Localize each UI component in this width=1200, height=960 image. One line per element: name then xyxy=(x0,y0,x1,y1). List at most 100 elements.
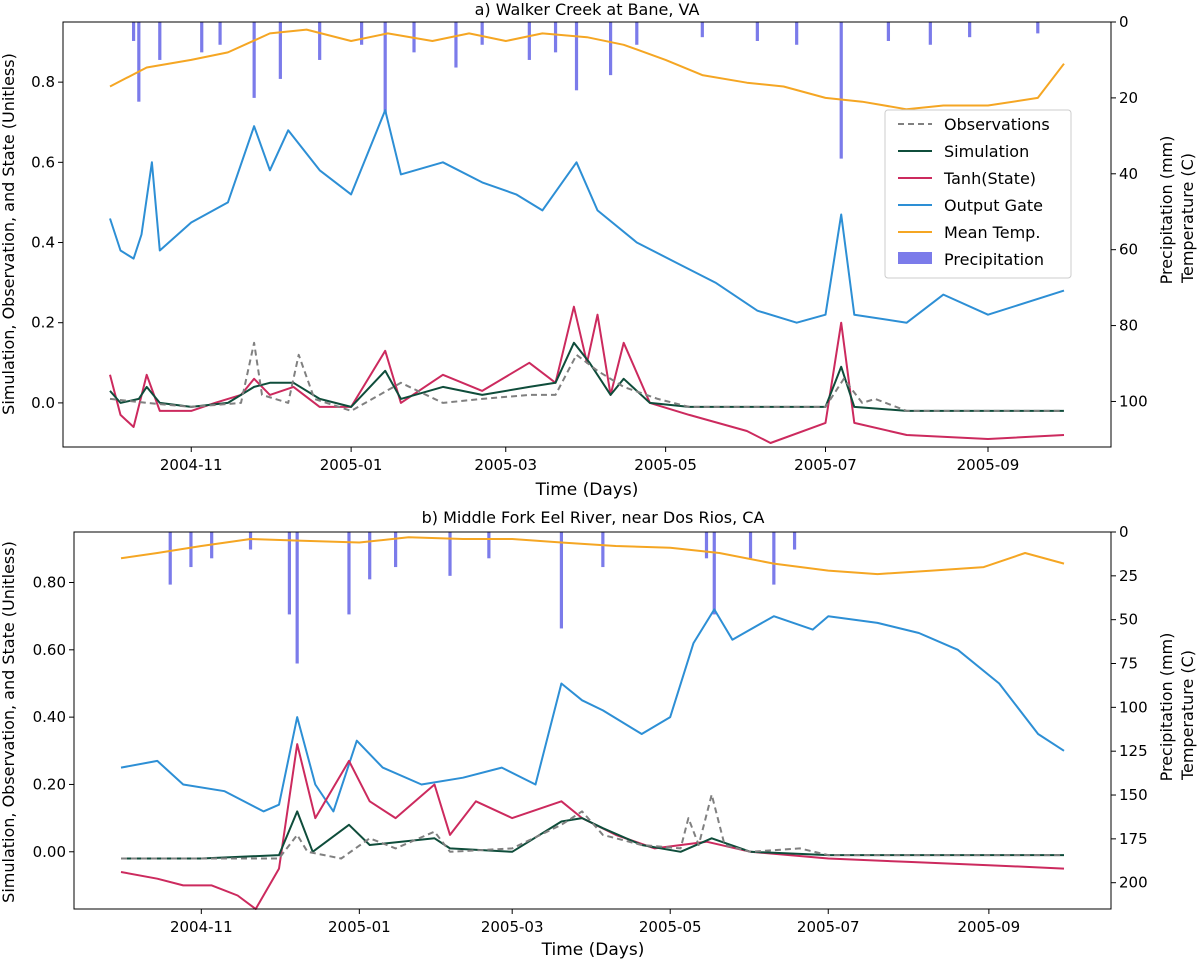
panel-b-y2tick-label-0: 0 xyxy=(1119,523,1129,541)
panel-a-ytick-label-0: 0.0 xyxy=(31,394,55,412)
panel-b-line-tanh-state xyxy=(120,743,1065,910)
panel-a-y2tick-label-5: 100 xyxy=(1119,392,1148,410)
panel-b-ytick-label-3: 0.60 xyxy=(33,641,66,659)
panel-b-precip-bar-4 xyxy=(287,532,291,615)
panel-a-precip-bar-14 xyxy=(553,22,558,53)
panel-b-title: b) Middle Fork Eel River, near Dos Rios,… xyxy=(422,508,765,527)
panel-b-precip-bar-15 xyxy=(748,532,753,559)
panel-b-xtick-label-5: 2005-09 xyxy=(958,918,1021,936)
panel-a-precip-bar-16 xyxy=(608,22,613,76)
panel-a-y2tick-label-2: 40 xyxy=(1119,165,1138,183)
legend-swatch-precipitation xyxy=(898,252,932,264)
panel-a-line-mean-temp xyxy=(109,28,1065,111)
panel-b-precip-bar-8 xyxy=(394,532,398,568)
legend-label-precipitation: Precipitation xyxy=(944,250,1044,269)
panel-a-xtick-label-0: 2004-11 xyxy=(160,456,223,474)
panel-b-y2tick-label-2: 50 xyxy=(1119,611,1138,629)
panel-a-xtick-label-3: 2005-05 xyxy=(634,456,697,474)
panel-a-y2tick-label-1: 20 xyxy=(1119,89,1138,107)
panel-b-ylabel: Simulation, Observation, and State (Unit… xyxy=(0,541,18,903)
legend: Observations Simulation Tanh(State) Outp… xyxy=(884,109,1072,279)
panel-b-plot-area xyxy=(73,531,1112,910)
panel-b-precip-bar-0 xyxy=(168,532,172,585)
panel-a-precip-bar-4 xyxy=(218,22,222,45)
panel-a-xtick-label-4: 2005-07 xyxy=(794,456,857,474)
panel-b-precip-bar-16 xyxy=(772,532,776,585)
panel-a-lines xyxy=(109,28,1065,444)
legend-label-observations: Observations xyxy=(944,115,1050,134)
panel-b-precip-bar-9 xyxy=(448,532,452,576)
panel-a-right-axis: 0 20 40 60 80 100 xyxy=(1111,13,1148,410)
panel-b-y2tick-label-3: 75 xyxy=(1119,655,1138,673)
panel-a-precip-bar-11 xyxy=(454,22,458,68)
panel-b-right-axis: 0 25 50 75 100 125 150 175 200 xyxy=(1111,523,1148,892)
panel-a-precip-bar-7 xyxy=(318,22,322,60)
panel-a-precip-bar-22 xyxy=(886,22,891,41)
panel-a-ytick-label-3: 0.6 xyxy=(31,153,55,171)
panel-b-x-axis: 2004-11 2005-01 2005-03 2005-05 2005-07 2005-… xyxy=(170,909,1020,936)
panel-b-precip-bar-3 xyxy=(248,532,253,550)
panel-a-precip-bar-23 xyxy=(928,22,932,45)
panel-a-line-observations xyxy=(109,341,1064,412)
panel-b-precip-bar-10 xyxy=(487,532,491,559)
panel-a-left-axis: 0.0 0.2 0.4 0.6 0.8 xyxy=(31,73,63,412)
panel-b-lines xyxy=(120,536,1065,910)
panel-a-precip-bar-1 xyxy=(137,22,141,102)
panel-a-x-axis: 2004-11 2005-01 2005-03 2005-05 2005-07 2005-… xyxy=(160,447,1019,474)
panel-b-y2tick-label-8: 200 xyxy=(1119,874,1148,892)
panel-b-line-simulation xyxy=(121,810,1064,860)
panel-a-precip-bar-3 xyxy=(200,22,204,53)
panel-b-y2tick-label-4: 100 xyxy=(1119,698,1148,716)
panel-a-line-tanh-state xyxy=(109,305,1065,444)
panel-a-precip-bar-15 xyxy=(574,22,579,91)
panel-a-xlabel: Time (Days) xyxy=(535,480,639,500)
panel-b-precip-bar-14 xyxy=(712,532,716,615)
panel-a-y2tick-label-3: 60 xyxy=(1119,241,1138,259)
legend-label-simulation: Simulation xyxy=(944,142,1029,161)
panel-b-xtick-label-1: 2005-01 xyxy=(328,918,391,936)
panel-b-precip-bars xyxy=(168,532,797,664)
panel-a-precip-bar-25 xyxy=(1036,22,1040,34)
panel-a-line-output-gate xyxy=(109,109,1065,324)
panel-a-ytick-label-4: 0.8 xyxy=(31,73,55,91)
panel-a-precip-bar-12 xyxy=(480,22,484,45)
panel-b-xlabel: Time (Days) xyxy=(541,940,645,960)
legend-label-mean-temp: Mean Temp. xyxy=(944,223,1040,242)
panel-b-precip-bar-5 xyxy=(295,532,299,664)
panel-b-ytick-label-1: 0.20 xyxy=(33,775,66,793)
panel-b-ytick-label-4: 0.80 xyxy=(33,573,66,591)
panel-a-precip-bar-5 xyxy=(252,22,256,98)
panel-b-xtick-label-3: 2005-05 xyxy=(639,918,702,936)
panel-b-precip-bar-13 xyxy=(704,532,709,559)
panel-a-line-simulation xyxy=(109,341,1064,412)
panel-a-ytick-label-2: 0.4 xyxy=(31,234,55,252)
panel-b-line-observations xyxy=(121,793,1064,860)
panel-a-precip-bar-13 xyxy=(527,22,531,60)
panel-b-y2tick-label-6: 150 xyxy=(1119,786,1148,804)
panel-a-precip-bar-18 xyxy=(700,22,704,38)
panel-b-precip-bar-11 xyxy=(559,532,564,629)
panel-a-ytick-label-1: 0.2 xyxy=(31,314,55,332)
panel-a-precip-bar-21 xyxy=(839,22,843,159)
panel-b-left-axis: 0.00 0.20 0.40 0.60 0.80 xyxy=(33,573,74,861)
panel-a-y2label-temp: Temperature (C) xyxy=(1178,153,1197,284)
panel-a-precip-bar-17 xyxy=(635,22,639,45)
panel-a-precip-bar-8 xyxy=(360,22,364,45)
panel-a-precip-bar-6 xyxy=(278,22,282,79)
panel-b-line-output-gate xyxy=(120,608,1065,813)
panel-b-xtick-label-4: 2005-07 xyxy=(797,918,860,936)
panel-b-y2tick-label-7: 175 xyxy=(1119,830,1148,848)
panel-b-ytick-label-2: 0.40 xyxy=(33,708,66,726)
panel-b-precip-bar-17 xyxy=(792,532,797,550)
panel-a-xtick-label-5: 2005-09 xyxy=(957,456,1020,474)
legend-label-tanh-state: Tanh(State) xyxy=(943,169,1036,188)
panel-a-precip-bar-2 xyxy=(158,22,162,60)
panel-a: a) Walker Creek at Bane, VA 0.0 0.2 0.4 0.6… xyxy=(0,0,1197,500)
panel-a-title: a) Walker Creek at Bane, VA xyxy=(475,0,700,19)
panel-a-y2tick-label-0: 0 xyxy=(1119,13,1129,31)
panel-b-line-mean-temp xyxy=(120,536,1065,576)
panel-b-precip-bar-7 xyxy=(368,532,372,580)
panel-a-plot-area xyxy=(62,21,1112,448)
panel-b: b) Middle Fork Eel River, near Dos Rios,… xyxy=(0,508,1197,960)
